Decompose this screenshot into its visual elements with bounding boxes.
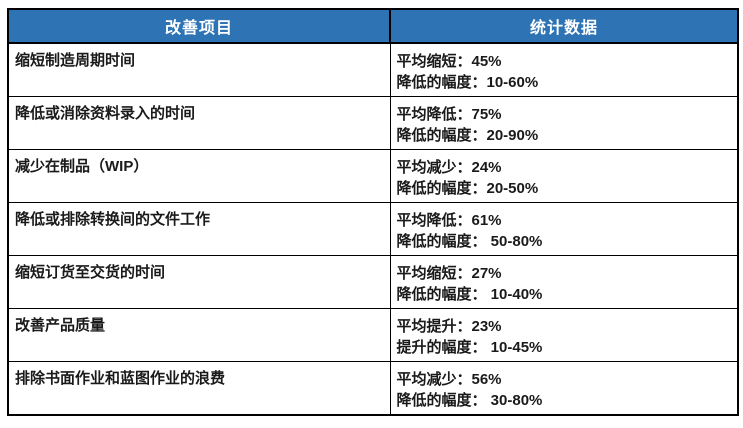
- stat-range-line: 降低的幅度： 30-80%: [396, 392, 543, 409]
- improvement-item-cell: 降低或排除转换间的文件工作: [7, 202, 391, 256]
- table-header-row: 改善项目 统计数据: [7, 8, 739, 44]
- stat-average-line: 平均减少：56%: [396, 371, 502, 388]
- table-row: 减少在制品（WIP） 平均减少：24% 降低的幅度：20-50%: [7, 149, 739, 203]
- stat-range-line: 降低的幅度： 10-40%: [396, 286, 543, 303]
- table-row: 降低或消除资料录入的时间 平均降低：75% 降低的幅度：20-90%: [7, 96, 739, 150]
- column-header-improvement-item: 改善项目: [7, 8, 391, 44]
- improvement-item-cell: 缩短制造周期时间: [7, 42, 391, 97]
- improvement-item-cell: 排除书面作业和蓝图作业的浪费: [7, 361, 391, 416]
- improvement-statistics-table: 改善项目 统计数据 缩短制造周期时间 平均缩短：45% 降低的幅度：10-60%…: [7, 8, 739, 416]
- stat-average-line: 平均减少：24%: [396, 159, 502, 176]
- stat-average-line: 平均降低：75%: [396, 106, 502, 123]
- stat-range-line: 提升的幅度： 10-45%: [396, 339, 543, 356]
- improvement-item-cell: 降低或消除资料录入的时间: [7, 96, 391, 150]
- statistics-cell: 平均缩短：27% 降低的幅度： 10-40%: [389, 255, 739, 309]
- stat-average-line: 平均缩短：27%: [396, 265, 502, 282]
- stat-average-line: 平均缩短：45%: [396, 53, 502, 70]
- column-header-statistics: 统计数据: [389, 8, 739, 44]
- stat-average-line: 平均降低：61%: [396, 212, 502, 229]
- stat-range-line: 降低的幅度：10-60%: [396, 74, 539, 91]
- table-row: 排除书面作业和蓝图作业的浪费 平均减少：56% 降低的幅度： 30-80%: [7, 361, 739, 416]
- statistics-cell: 平均缩短：45% 降低的幅度：10-60%: [389, 42, 739, 97]
- improvement-item-cell: 减少在制品（WIP）: [7, 149, 391, 203]
- improvement-item-cell: 缩短订货至交货的时间: [7, 255, 391, 309]
- stat-average-line: 平均提升：23%: [396, 318, 502, 335]
- table-row: 缩短订货至交货的时间 平均缩短：27% 降低的幅度： 10-40%: [7, 255, 739, 309]
- stat-range-line: 降低的幅度：20-90%: [396, 127, 539, 144]
- table-row: 缩短制造周期时间 平均缩短：45% 降低的幅度：10-60%: [7, 42, 739, 97]
- stat-range-line: 降低的幅度： 50-80%: [396, 233, 543, 250]
- stat-range-line: 降低的幅度：20-50%: [396, 180, 539, 197]
- statistics-cell: 平均降低：61% 降低的幅度： 50-80%: [389, 202, 739, 256]
- improvement-item-cell: 改善产品质量: [7, 308, 391, 362]
- statistics-cell: 平均减少：56% 降低的幅度： 30-80%: [389, 361, 739, 416]
- table-row: 改善产品质量 平均提升：23% 提升的幅度： 10-45%: [7, 308, 739, 362]
- table-row: 降低或排除转换间的文件工作 平均降低：61% 降低的幅度： 50-80%: [7, 202, 739, 256]
- statistics-cell: 平均提升：23% 提升的幅度： 10-45%: [389, 308, 739, 362]
- statistics-cell: 平均降低：75% 降低的幅度：20-90%: [389, 96, 739, 150]
- statistics-cell: 平均减少：24% 降低的幅度：20-50%: [389, 149, 739, 203]
